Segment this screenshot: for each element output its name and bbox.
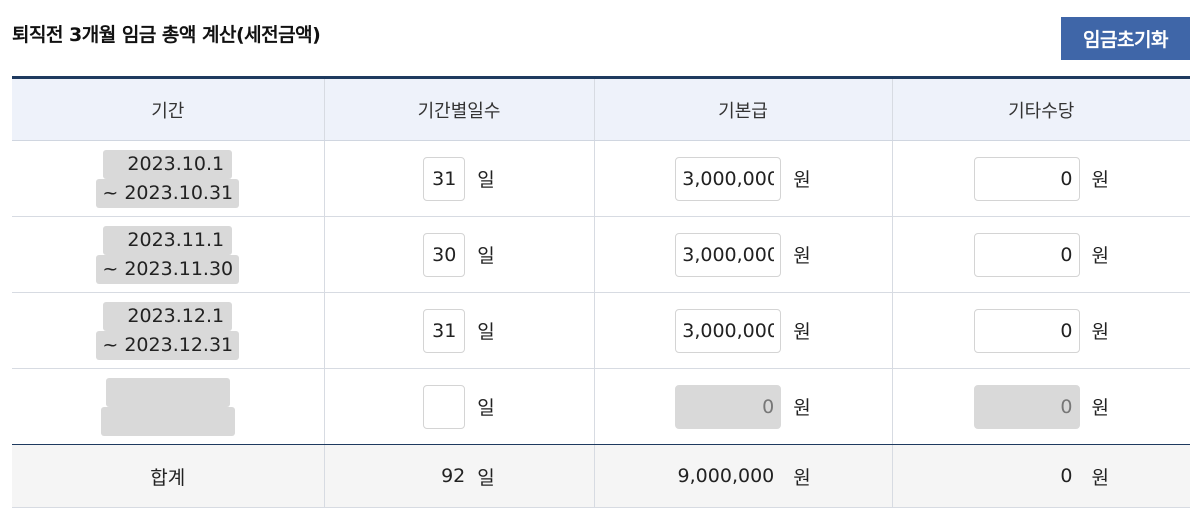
allowance-input[interactable] <box>973 308 1080 353</box>
won-unit: 원 <box>1091 169 1109 191</box>
period-start <box>105 377 230 407</box>
won-unit: 원 <box>1091 466 1109 489</box>
won-unit: 원 <box>793 169 811 191</box>
period-start: 2023.12.1 <box>103 301 233 331</box>
days-input[interactable] <box>423 384 466 429</box>
allowance-input[interactable] <box>973 156 1080 201</box>
days-input[interactable] <box>423 308 466 353</box>
allowance-cell: 원 <box>891 368 1190 445</box>
base-pay-cell: 원 <box>593 292 892 369</box>
period-end: ~ 2023.11.30 <box>96 254 240 284</box>
won-unit: 원 <box>793 397 811 419</box>
period-end: ~ 2023.10.31 <box>96 178 240 208</box>
base-pay-input[interactable] <box>675 232 782 277</box>
table-row: 2023.11.1 ~ 2023.11.30 일 원 원 <box>12 216 1190 293</box>
days-unit: 일 <box>477 169 495 191</box>
days-input[interactable] <box>423 232 466 277</box>
days-cell: 일 <box>323 292 594 369</box>
days-input[interactable] <box>423 156 466 201</box>
days-unit: 일 <box>477 397 495 419</box>
table-row: 2023.10.1 ~ 2023.10.31 일 원 원 <box>12 140 1190 217</box>
period-start: 2023.11.1 <box>103 225 233 255</box>
total-base-pay-cell: 9,000,000 원 <box>593 444 892 508</box>
total-row: 합계 92 일 9,000,000 원 0 원 <box>12 444 1190 508</box>
base-pay-cell: 원 <box>593 368 892 445</box>
won-unit: 원 <box>793 245 811 267</box>
period-range: 2023.10.1 ~ 2023.10.31 <box>96 149 240 208</box>
reset-wages-button[interactable]: 임금초기화 <box>1061 17 1190 60</box>
total-base-pay: 9,000,000 <box>677 465 775 487</box>
period-range: 2023.12.1 ~ 2023.12.31 <box>96 301 240 360</box>
base-pay-input[interactable] <box>675 156 782 201</box>
base-pay-cell: 원 <box>593 216 892 293</box>
header-days: 기간별일수 <box>323 76 594 141</box>
allowance-cell: 원 <box>891 140 1190 217</box>
table-row: 일 원 원 <box>12 368 1190 445</box>
days-cell: 일 <box>323 368 594 445</box>
won-unit: 원 <box>1091 245 1109 267</box>
days-cell: 일 <box>323 216 594 293</box>
base-pay-input[interactable] <box>675 308 782 353</box>
wage-calculation-table: 기간 기간별일수 기본급 기타수당 2023.10.1 ~ 2023.10.31… <box>12 76 1190 508</box>
won-unit: 원 <box>1091 397 1109 419</box>
allowance-cell: 원 <box>891 216 1190 293</box>
period-range: 2023.11.1 ~ 2023.11.30 <box>96 225 240 284</box>
days-unit: 일 <box>477 245 495 267</box>
total-label: 합계 <box>12 444 324 508</box>
period-range-empty <box>100 377 235 436</box>
period-end <box>100 406 235 436</box>
header-period: 기간 <box>12 76 324 141</box>
period-cell <box>12 368 324 445</box>
won-unit: 원 <box>1091 321 1109 343</box>
days-unit: 일 <box>477 466 495 489</box>
period-cell: 2023.10.1 ~ 2023.10.31 <box>12 140 324 217</box>
period-start: 2023.10.1 <box>103 149 233 179</box>
base-pay-cell: 원 <box>593 140 892 217</box>
period-cell: 2023.11.1 ~ 2023.11.30 <box>12 216 324 293</box>
table-row: 2023.12.1 ~ 2023.12.31 일 원 원 <box>12 292 1190 369</box>
total-allowance-cell: 0 원 <box>891 444 1190 508</box>
won-unit: 원 <box>793 466 811 489</box>
total-days-cell: 92 일 <box>323 444 594 508</box>
period-end: ~ 2023.12.31 <box>96 330 240 360</box>
allowance-cell: 원 <box>891 292 1190 369</box>
header-allowance: 기타수당 <box>891 76 1190 141</box>
total-days: 92 <box>441 465 466 487</box>
table-header-row: 기간 기간별일수 기본급 기타수당 <box>12 76 1190 141</box>
total-allowance: 0 <box>1060 465 1073 487</box>
base-pay-input <box>675 384 782 429</box>
days-unit: 일 <box>477 321 495 343</box>
page-title: 퇴직전 3개월 임금 총액 계산(세전금액) <box>12 24 321 46</box>
allowance-input <box>973 384 1080 429</box>
header-base-pay: 기본급 <box>593 76 892 141</box>
won-unit: 원 <box>793 321 811 343</box>
allowance-input[interactable] <box>973 232 1080 277</box>
days-cell: 일 <box>323 140 594 217</box>
period-cell: 2023.12.1 ~ 2023.12.31 <box>12 292 324 369</box>
